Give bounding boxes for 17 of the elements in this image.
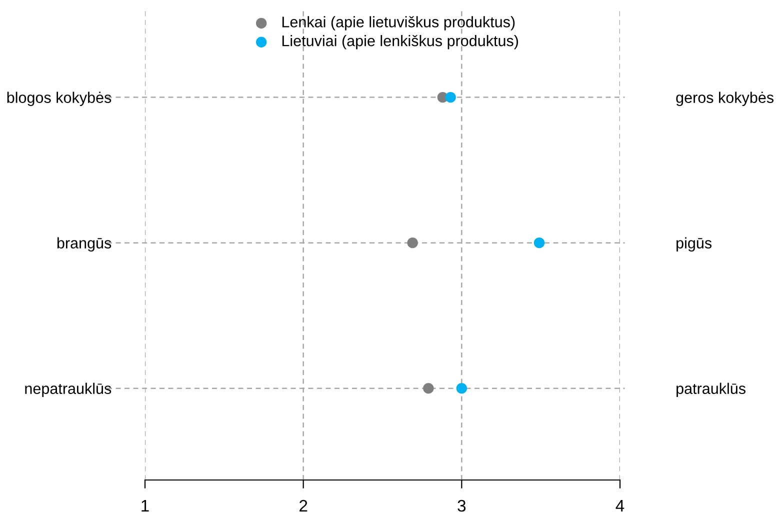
point [456,382,468,394]
y-tick-label: brangūs [57,237,112,252]
x-tick-label: 1 [142,500,149,512]
y2-tick-label: pigūs [676,237,712,252]
y-tick-label: nepatrauklūs [25,382,112,398]
y2-tick-label: patrauklūs [676,382,746,398]
y-tick-label: blogos kokybės [7,92,112,106]
point [534,237,545,248]
legend-label: Lenkai (apie lietuviškus produktus) [282,16,515,30]
legend-label: Lietuviai (apie lenkiškus produktus) [282,34,518,50]
point [423,382,434,394]
x-tick-label: 4 [616,500,624,512]
x-tick-label: 3 [458,500,466,512]
y2-tick-label: geros kokybės [676,92,774,106]
point [407,237,418,248]
point [445,92,456,103]
x-tick-label: 2 [300,500,308,512]
